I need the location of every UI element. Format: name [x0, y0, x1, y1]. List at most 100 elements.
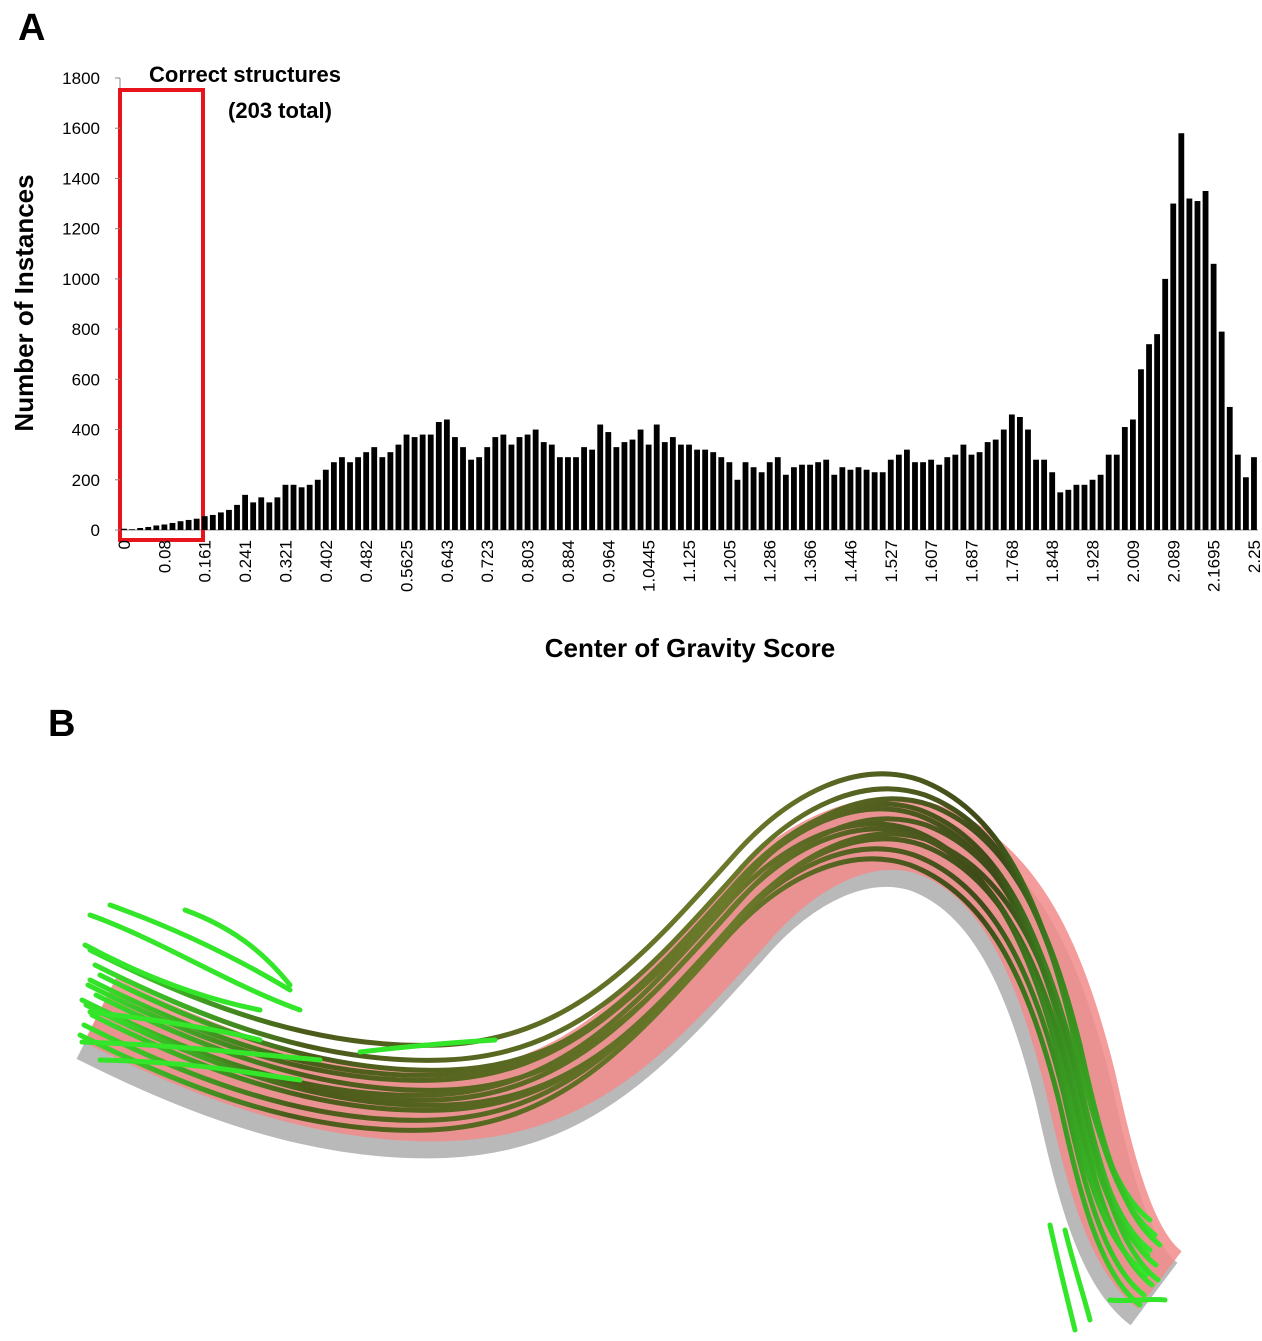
bar — [605, 432, 612, 530]
bar — [823, 459, 830, 530]
bar — [920, 462, 926, 530]
bar — [145, 526, 152, 530]
bar — [290, 484, 297, 530]
bar — [1146, 344, 1152, 530]
bar — [476, 457, 483, 530]
x-tick-label: 0.723 — [478, 540, 497, 583]
bar — [508, 444, 515, 530]
bar — [129, 529, 136, 530]
bar — [750, 467, 757, 530]
bar — [879, 472, 886, 530]
x-tick-label: 1.286 — [761, 540, 780, 583]
bar — [597, 424, 604, 530]
bar — [1210, 263, 1217, 530]
bar — [912, 462, 918, 530]
y-tick-label: 600 — [72, 370, 100, 389]
y-tick-label: 0 — [91, 521, 100, 540]
bar — [782, 474, 789, 530]
x-tick-label: 2.25 — [1245, 540, 1262, 573]
bar — [791, 467, 797, 530]
bar — [201, 516, 208, 530]
bar — [1057, 492, 1064, 530]
bar — [1154, 334, 1161, 530]
bar — [976, 452, 983, 530]
x-tick-label: 0.161 — [196, 540, 215, 583]
bar — [379, 457, 386, 530]
bar — [839, 467, 846, 530]
bar — [1251, 457, 1257, 530]
bar — [1170, 203, 1177, 531]
bar — [613, 447, 620, 530]
bar — [1138, 369, 1144, 530]
bar — [694, 449, 700, 530]
bar — [1242, 477, 1249, 530]
annotation: Correct structures — [149, 62, 341, 87]
x-tick-label: 1.446 — [841, 540, 860, 583]
bar — [322, 469, 329, 530]
bar — [968, 454, 975, 530]
bar — [492, 437, 499, 530]
bar — [1033, 459, 1039, 530]
bar — [306, 484, 313, 530]
bar — [1226, 406, 1233, 530]
bar — [516, 437, 523, 530]
bar — [887, 459, 894, 530]
y-tick-label: 1200 — [62, 220, 100, 239]
bar — [928, 459, 935, 530]
highlight-box — [118, 88, 205, 542]
bar — [314, 479, 321, 530]
bar — [1129, 419, 1136, 530]
bar — [1025, 429, 1031, 530]
bar — [1008, 414, 1015, 530]
bar — [339, 457, 345, 530]
bar — [177, 521, 184, 530]
bar — [766, 462, 773, 530]
bar — [1097, 474, 1104, 530]
bar — [847, 469, 854, 530]
bar — [758, 472, 765, 530]
bar — [678, 444, 684, 530]
bar — [556, 457, 563, 530]
structure-render — [80, 774, 1165, 1330]
bar — [419, 434, 426, 530]
bar — [258, 497, 265, 530]
x-tick-label: 0.08 — [155, 540, 174, 573]
x-tick-label: 0.803 — [519, 540, 538, 583]
bar — [387, 452, 394, 530]
bar — [274, 497, 281, 530]
x-tick-label: 0.482 — [357, 540, 376, 583]
x-tick-label: 0.241 — [236, 540, 255, 583]
bar — [185, 519, 192, 530]
bar — [1218, 331, 1225, 530]
bar — [1073, 484, 1080, 530]
bar — [540, 442, 547, 530]
bar — [936, 464, 943, 530]
x-tick-label: 0.321 — [276, 540, 295, 583]
bar — [395, 444, 402, 530]
bar — [1089, 479, 1096, 530]
bar — [944, 457, 951, 530]
bar — [661, 442, 668, 530]
bar — [1081, 484, 1088, 530]
bar — [1194, 201, 1201, 531]
x-tick-label: 1.527 — [882, 540, 901, 583]
annotation: (203 total) — [228, 98, 332, 123]
bar — [524, 434, 531, 530]
bar — [355, 457, 361, 530]
x-tick-label: 1.125 — [680, 540, 699, 583]
bar — [855, 467, 862, 530]
bar — [121, 528, 127, 530]
x-tick-label: 0.884 — [559, 540, 578, 583]
bar — [629, 439, 636, 530]
x-tick-label: 2.089 — [1164, 540, 1183, 583]
x-tick-label: 0.5625 — [398, 540, 417, 592]
bar — [500, 434, 507, 530]
y-tick-label: 800 — [72, 320, 100, 339]
bar — [702, 449, 709, 530]
bar — [1202, 191, 1209, 530]
bar — [960, 444, 967, 530]
x-tick-label: 1.205 — [720, 540, 739, 583]
bar — [427, 434, 434, 530]
bar — [1186, 198, 1193, 531]
bar — [686, 444, 692, 530]
